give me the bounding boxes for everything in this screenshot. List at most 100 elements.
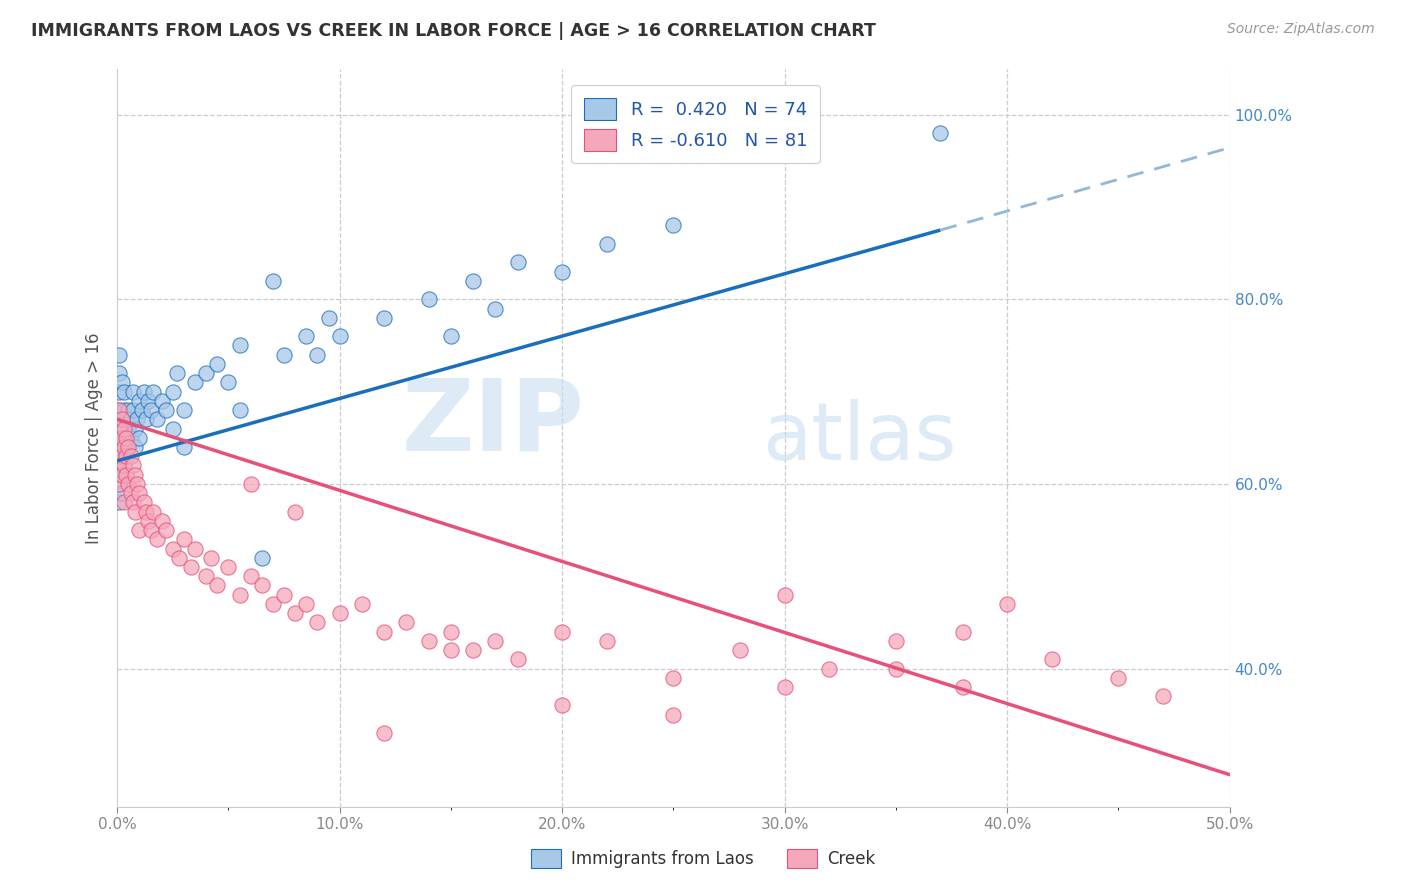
Point: [295, 329, 318, 343]
Point: [142, 384, 165, 399]
Point: [112, 403, 135, 417]
Point: [112, 421, 135, 435]
Point: [127, 412, 149, 426]
Point: [108, 476, 131, 491]
Point: [131, 403, 153, 417]
Point: [112, 495, 135, 509]
Point: [1040, 652, 1063, 666]
Point: [111, 376, 134, 390]
Point: [128, 523, 150, 537]
Point: [115, 467, 138, 482]
Text: IMMIGRANTS FROM LAOS VS CREEK IN LABOR FORCE | AGE > 16 CORRELATION CHART: IMMIGRANTS FROM LAOS VS CREEK IN LABOR F…: [31, 22, 876, 40]
Point: [250, 578, 273, 592]
Point: [121, 403, 143, 417]
Point: [115, 449, 138, 463]
Point: [135, 412, 157, 426]
Point: [166, 366, 188, 380]
Point: [329, 606, 352, 620]
Point: [108, 440, 131, 454]
Point: [108, 348, 131, 362]
Point: [111, 412, 134, 426]
Point: [440, 624, 463, 639]
Point: [195, 366, 218, 380]
Point: [169, 550, 191, 565]
Point: [228, 403, 250, 417]
Point: [112, 421, 135, 435]
Point: [127, 476, 149, 491]
Point: [228, 338, 250, 352]
Point: [117, 440, 139, 454]
Point: [551, 624, 574, 639]
Point: [120, 486, 142, 500]
Point: [662, 219, 685, 233]
Point: [184, 541, 207, 556]
Point: [111, 431, 134, 445]
Point: [728, 643, 751, 657]
Point: [112, 458, 135, 473]
Point: [155, 523, 177, 537]
Point: [115, 431, 138, 445]
Point: [115, 449, 138, 463]
Point: [273, 588, 295, 602]
Point: [395, 615, 418, 630]
Point: [318, 310, 340, 325]
Point: [250, 550, 273, 565]
Point: [173, 440, 195, 454]
Point: [121, 384, 143, 399]
Point: [117, 440, 139, 454]
Point: [108, 421, 131, 435]
Point: [142, 505, 165, 519]
Point: [484, 301, 506, 316]
Point: [180, 560, 202, 574]
Point: [115, 412, 138, 426]
Legend: R =  0.420   N = 74, R = -0.610   N = 81: R = 0.420 N = 74, R = -0.610 N = 81: [571, 85, 820, 163]
Point: [120, 449, 142, 463]
Point: [207, 357, 229, 371]
Point: [373, 624, 395, 639]
Point: [1152, 690, 1174, 704]
Point: [124, 505, 146, 519]
Point: [773, 588, 796, 602]
Point: [284, 606, 307, 620]
Point: [295, 597, 318, 611]
Point: [307, 615, 329, 630]
Point: [108, 495, 131, 509]
Point: [162, 541, 184, 556]
Y-axis label: In Labor Force | Age > 16: In Labor Force | Age > 16: [86, 332, 103, 543]
Point: [150, 514, 173, 528]
Legend: Immigrants from Laos, Creek: Immigrants from Laos, Creek: [524, 842, 882, 875]
Point: [952, 624, 974, 639]
Point: [929, 126, 952, 140]
Point: [484, 633, 506, 648]
Point: [228, 588, 250, 602]
Point: [418, 633, 440, 648]
Point: [155, 403, 177, 417]
Point: [124, 440, 146, 454]
Point: [112, 458, 135, 473]
Point: [108, 440, 131, 454]
Point: [217, 560, 239, 574]
Point: [284, 505, 307, 519]
Point: [273, 348, 295, 362]
Point: [108, 403, 131, 417]
Point: [108, 384, 131, 399]
Point: [111, 467, 134, 482]
Point: [112, 440, 135, 454]
Point: [307, 348, 329, 362]
Point: [108, 458, 131, 473]
Point: [184, 376, 207, 390]
Point: [173, 533, 195, 547]
Point: [440, 643, 463, 657]
Point: [217, 376, 239, 390]
Point: [596, 236, 619, 251]
Point: [1107, 671, 1129, 685]
Point: [207, 578, 229, 592]
Point: [128, 393, 150, 408]
Point: [818, 661, 841, 675]
Point: [108, 476, 131, 491]
Point: [952, 680, 974, 694]
Point: [121, 458, 143, 473]
Point: [115, 431, 138, 445]
Point: [111, 449, 134, 463]
Point: [162, 421, 184, 435]
